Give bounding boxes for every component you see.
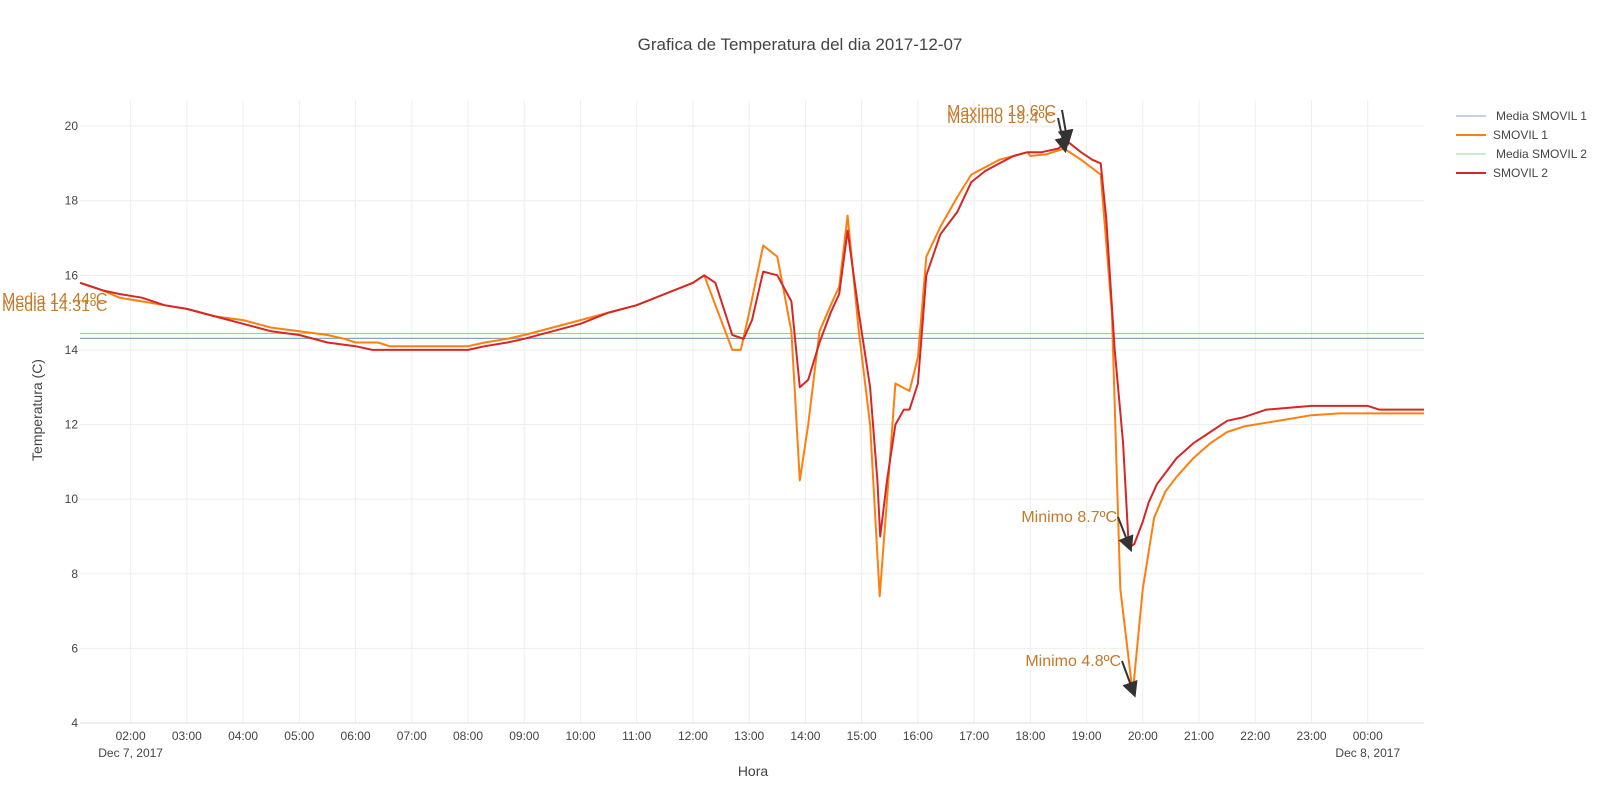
- x-tick-label: 10:00: [565, 729, 595, 743]
- annotation-arrow: [1057, 109, 1074, 146]
- x-tick-label: 21:00: [1184, 729, 1214, 743]
- x-tick-label: 18:00: [1015, 729, 1045, 743]
- x-tick-label: 00:00: [1353, 729, 1383, 743]
- legend-entry-label: Media SMOVIL 1: [1496, 109, 1587, 123]
- y-tick-label: 6: [71, 641, 78, 655]
- x-tick-label: 16:00: [903, 729, 933, 743]
- legend-entry-label: SMOVIL 2: [1493, 166, 1548, 180]
- annotation-label: Media 14.44ºC: [2, 291, 107, 308]
- x-tick-label: 04:00: [228, 729, 258, 743]
- x-tick-label: 07:00: [397, 729, 427, 743]
- x-tick-label: 12:00: [678, 729, 708, 743]
- x-tick-label: 17:00: [959, 729, 989, 743]
- annotation-arrow: [1054, 117, 1071, 154]
- legend-entry-label: SMOVIL 1: [1493, 128, 1548, 142]
- x-tick-label: 14:00: [790, 729, 820, 743]
- annotation-label: Maximo 19.4ºC: [947, 110, 1056, 127]
- x-tick-date-label: Dec 7, 2017: [98, 746, 163, 760]
- y-axis-ticks: 4 6 8 10 12 14 16 18 20: [65, 119, 79, 730]
- annotation-label: Media 14.31ºC: [2, 298, 107, 315]
- y-tick-label: 8: [71, 567, 78, 581]
- x-tick-label: 06:00: [341, 729, 371, 743]
- x-tick-label: 13:00: [734, 729, 764, 743]
- legend: Media SMOVIL 1 SMOVIL 1 Media SMOVIL 2 SMOV…: [1456, 109, 1587, 180]
- annotation-label: Minimo 4.8ºC: [1025, 653, 1121, 670]
- mean-lines: [80, 332, 1424, 339]
- y-tick-label: 20: [65, 119, 79, 133]
- annotation-label: Minimo 8.7ºC: [1021, 509, 1117, 526]
- annotation-arrow: [1117, 516, 1134, 553]
- x-tick-label: 23:00: [1297, 729, 1327, 743]
- y-tick-label: 12: [65, 418, 79, 432]
- x-tick-label: 22:00: [1240, 729, 1270, 743]
- x-tick-label: 20:00: [1128, 729, 1158, 743]
- y-tick-label: 10: [65, 492, 79, 506]
- y-tick-label: 18: [65, 194, 79, 208]
- x-tick-label: 08:00: [453, 729, 483, 743]
- x-axis-title: Hora: [738, 763, 769, 779]
- annotation-label: Maximo 19.6ºC: [947, 103, 1056, 120]
- x-tick-label: 11:00: [622, 729, 651, 743]
- chart-title: Grafica de Temperatura del dia 2017-12-0…: [638, 35, 963, 54]
- y-axis-title: Temperatura (C): [29, 359, 45, 461]
- grid: [80, 100, 1424, 724]
- y-tick-label: 14: [65, 343, 79, 357]
- y-tick-label: 16: [65, 268, 79, 282]
- series-line-4: [79, 140, 1424, 549]
- annotation-arrow: [1121, 660, 1138, 698]
- x-tick-label: 19:00: [1072, 729, 1102, 743]
- x-tick-label: 02:00: [116, 729, 146, 743]
- x-tick-label: 09:00: [509, 729, 539, 743]
- x-tick-label: 03:00: [172, 729, 202, 743]
- y-tick-label: 4: [71, 716, 78, 730]
- x-tick-label: 05:00: [284, 729, 314, 743]
- series-line-2: [79, 147, 1424, 695]
- x-tick-label: 15:00: [847, 729, 877, 743]
- series-lines: [79, 140, 1424, 695]
- legend-entry-label: Media SMOVIL 2: [1496, 147, 1587, 161]
- x-axis-ticks: 02:00 Dec 7, 2017 03:00 04:00 05:00 06:00 07:0…: [98, 729, 1400, 760]
- x-tick-date-label: Dec 8, 2017: [1335, 746, 1400, 760]
